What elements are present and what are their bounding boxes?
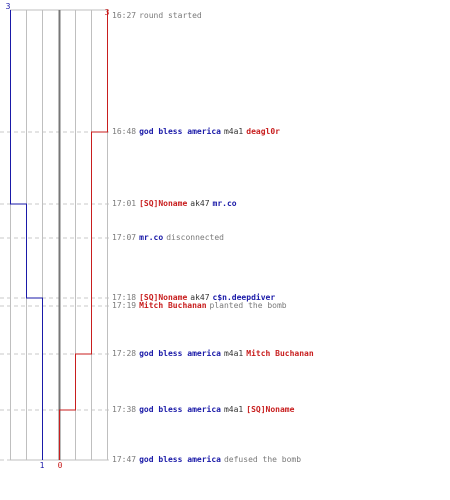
event-player-text: deagl0r bbox=[246, 127, 280, 136]
event-action-text: round started bbox=[139, 11, 202, 20]
event-row: 16:27 round started bbox=[112, 11, 202, 21]
event-player-text: god bless america bbox=[139, 127, 221, 136]
event-weapon-text: m4a1 bbox=[223, 349, 244, 358]
event-player-text: [SQ]Noname bbox=[139, 199, 188, 208]
ct-alive-line bbox=[10, 10, 43, 460]
event-row: 17:19 Mitch Buchanan planted the bomb bbox=[112, 301, 287, 311]
event-row: 17:07 mr.co disconnected bbox=[112, 233, 224, 243]
event-player-text: mr.co bbox=[212, 199, 237, 208]
event-time: 16:27 bbox=[112, 11, 137, 20]
event-time: 17:28 bbox=[112, 349, 137, 358]
event-row: 17:47 god bless america defused the bomb bbox=[112, 455, 301, 465]
event-player-text: god bless america bbox=[139, 405, 221, 414]
t-start-count-label: 3 bbox=[105, 8, 110, 17]
event-player-text: god bless america bbox=[139, 455, 221, 464]
t-end-count-label: 0 bbox=[58, 461, 63, 470]
event-row: 17:01 [SQ]Noname ak47 mr.co bbox=[112, 199, 237, 209]
event-time: 17:38 bbox=[112, 405, 137, 414]
event-player-text: mr.co bbox=[139, 233, 164, 242]
event-time: 17:18 bbox=[112, 293, 137, 302]
event-row: 17:28 god bless america m4a1 Mitch Buchanan bbox=[112, 349, 314, 359]
event-action-text: disconnected bbox=[166, 233, 224, 242]
event-player-text: god bless america bbox=[139, 349, 221, 358]
event-player-text: [SQ]Noname bbox=[139, 293, 188, 302]
ct-start-count-label: 3 bbox=[6, 2, 11, 11]
event-row: 16:48 god bless america m4a1 deagl0r bbox=[112, 127, 280, 137]
event-time: 17:01 bbox=[112, 199, 137, 208]
event-player-text: Mitch Buchanan bbox=[139, 301, 207, 310]
event-player-text: c$n.deepdiver bbox=[212, 293, 276, 302]
event-time: 17:47 bbox=[112, 455, 137, 464]
event-row: 17:18 [SQ]Noname ak47 c$n.deepdiver bbox=[112, 293, 275, 303]
event-player-text: [SQ]Noname bbox=[246, 405, 295, 414]
t-alive-line bbox=[59, 10, 108, 460]
event-weapon-text: m4a1 bbox=[223, 127, 244, 136]
event-time: 17:07 bbox=[112, 233, 137, 242]
event-time: 16:48 bbox=[112, 127, 137, 136]
ct-end-count-label: 1 bbox=[40, 461, 45, 470]
event-row: 17:38 god bless america m4a1 [SQ]Noname bbox=[112, 405, 294, 415]
event-action-text: planted the bomb bbox=[209, 301, 287, 310]
event-weapon-text: ak47 bbox=[190, 293, 210, 302]
event-player-text: Mitch Buchanan bbox=[246, 349, 314, 358]
event-action-text: defused the bomb bbox=[223, 455, 302, 464]
event-weapon-text: ak47 bbox=[190, 199, 210, 208]
event-weapon-text: m4a1 bbox=[223, 405, 244, 414]
event-time: 17:19 bbox=[112, 301, 137, 310]
